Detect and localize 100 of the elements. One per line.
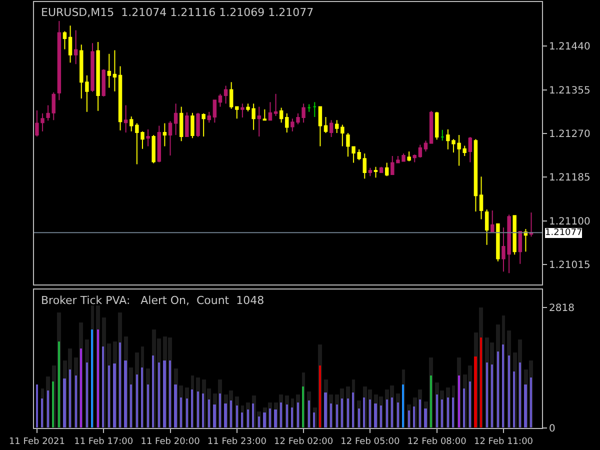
y-tick-label: 1.21355 <box>549 85 590 96</box>
x-tick-label: 12 Feb 02:00 <box>274 436 334 447</box>
candlestick <box>229 82 234 110</box>
x-tick-label: 12 Feb 11:00 <box>474 436 534 447</box>
bar <box>308 400 310 428</box>
candlestick <box>307 104 311 112</box>
candlestick <box>168 120 172 156</box>
bar <box>430 376 432 428</box>
bar <box>291 408 293 428</box>
bar <box>319 366 321 428</box>
candlestick <box>196 112 200 138</box>
bar <box>141 368 143 428</box>
candlestick <box>512 214 516 256</box>
candlestick <box>529 212 534 238</box>
bar <box>197 392 199 428</box>
bar <box>236 406 238 428</box>
bar <box>402 384 404 428</box>
bar <box>436 394 438 428</box>
bar <box>474 356 477 428</box>
bar <box>263 412 266 428</box>
bar <box>419 400 421 428</box>
bar <box>491 364 493 428</box>
bar <box>530 378 532 428</box>
candlestick <box>74 30 78 65</box>
candlestick <box>374 166 378 178</box>
candlestick <box>152 134 156 164</box>
bar <box>80 348 82 428</box>
y-tick-label: 1.21440 <box>549 42 590 53</box>
bar <box>252 404 254 428</box>
candlestick <box>496 222 500 262</box>
candlestick <box>218 93 222 108</box>
candlestick <box>479 176 484 220</box>
bar <box>380 406 382 428</box>
bar <box>358 408 360 428</box>
bar <box>452 398 454 428</box>
bar <box>341 398 343 428</box>
bar <box>391 398 393 428</box>
bar <box>169 360 171 428</box>
bar <box>447 398 449 428</box>
bar <box>413 406 415 428</box>
bar <box>274 410 277 428</box>
bar <box>286 404 288 428</box>
y-tick-label: 1.21270 <box>549 128 590 140</box>
bar <box>352 392 354 428</box>
bar <box>130 384 132 428</box>
bar <box>302 386 304 428</box>
bar <box>97 330 99 428</box>
chart-title: EURUSD,M15 1.21074 1.21116 1.21069 1.21077 <box>41 6 314 19</box>
candlestick <box>490 210 494 233</box>
candlestick <box>407 150 411 162</box>
x-tick-label: 12 Feb 05:00 <box>340 436 400 447</box>
text: Broker Tick PVA: Alert On, Count 1048 <box>41 294 264 307</box>
bar <box>480 338 482 428</box>
bar <box>191 390 193 428</box>
bar <box>124 360 127 428</box>
bar <box>152 356 154 428</box>
bar <box>363 398 365 428</box>
bar <box>463 388 465 428</box>
candlestick <box>268 102 272 122</box>
candlestick <box>329 120 334 138</box>
bar <box>258 416 260 428</box>
bar <box>330 404 332 428</box>
candlestick <box>112 50 117 92</box>
candlestick <box>368 167 372 177</box>
candlestick <box>340 124 344 147</box>
bar <box>69 370 71 428</box>
bar <box>397 402 399 428</box>
ref-line-label: 1.21077 <box>545 228 582 238</box>
bar <box>374 404 377 428</box>
bar <box>441 400 443 428</box>
candlestick <box>57 20 62 101</box>
bar <box>186 398 188 428</box>
bar <box>502 344 504 428</box>
candlestick <box>524 228 528 252</box>
candlestick <box>324 116 328 134</box>
candlestick <box>424 140 428 152</box>
candlestick <box>462 145 466 157</box>
bar <box>208 400 210 428</box>
bar <box>158 362 160 428</box>
candlestick <box>285 112 289 133</box>
bar <box>136 374 138 428</box>
y-tick-label: 1.21015 <box>549 260 590 271</box>
bar <box>297 402 299 428</box>
bar <box>513 372 515 428</box>
candlestick <box>235 106 239 120</box>
bar <box>408 410 410 428</box>
bar <box>519 362 521 428</box>
bar <box>113 364 116 428</box>
candlestick <box>362 152 367 180</box>
bar <box>224 404 227 428</box>
candlestick <box>68 25 72 64</box>
bar <box>202 394 204 428</box>
y-tick-label: 0 <box>549 424 556 434</box>
candlestick <box>518 230 522 264</box>
bar <box>91 330 93 428</box>
candlestick <box>118 66 122 131</box>
candlestick <box>124 104 128 133</box>
bar <box>119 342 121 428</box>
candlestick <box>434 111 439 140</box>
candlestick <box>418 144 422 158</box>
